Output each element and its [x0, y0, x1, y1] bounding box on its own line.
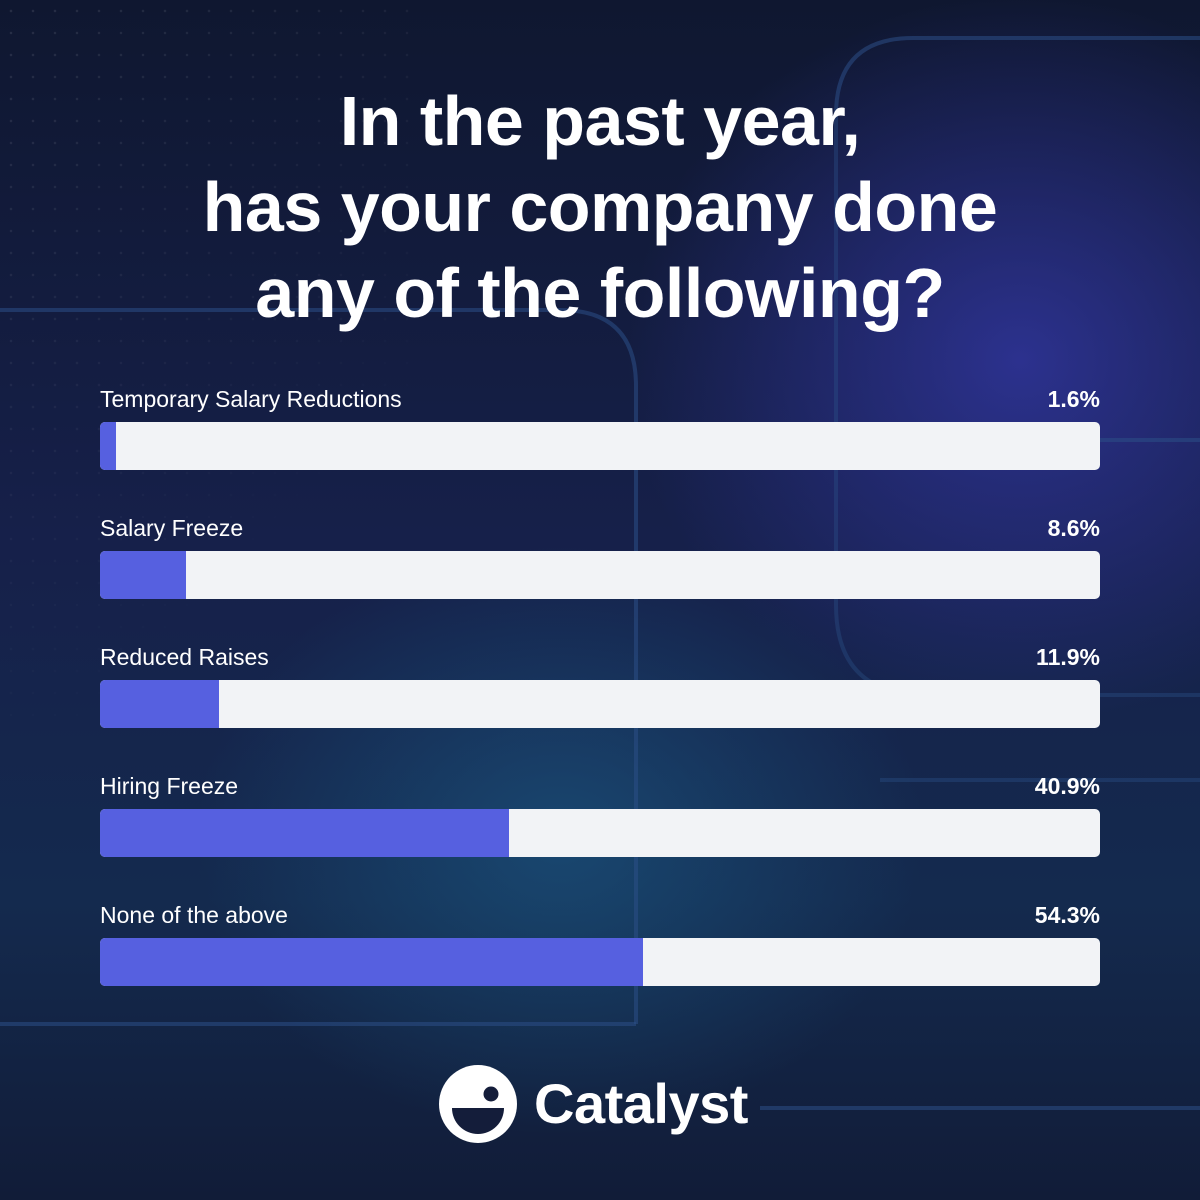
bar-label: Temporary Salary Reductions: [100, 386, 402, 412]
title-line-2: has your company done: [202, 168, 998, 246]
bar-fill: [100, 809, 509, 857]
chart-title: In the past year, has your company done …: [100, 78, 1100, 336]
catalyst-face-icon: [439, 1065, 517, 1143]
bar-row: None of the above 54.3%: [100, 896, 1100, 986]
bar-track: [100, 938, 1100, 986]
bar-chart: Temporary Salary Reductions 1.6% Salary Fr…: [100, 380, 1100, 1025]
bar-label: None of the above: [100, 902, 288, 928]
bar-value-label: 54.3%: [1034, 902, 1100, 928]
bar-value-label: 1.6%: [1047, 386, 1100, 412]
bar-label: Salary Freeze: [100, 515, 244, 541]
logo-wordmark: Catalyst: [534, 1072, 748, 1135]
bar-track: [100, 551, 1100, 599]
bar-row: Salary Freeze 8.6%: [100, 509, 1100, 599]
bar-track: [100, 680, 1100, 728]
bar-fill: [100, 938, 643, 986]
bar-value-label: 40.9%: [1034, 773, 1100, 799]
bar-value-label: 11.9%: [1036, 644, 1100, 670]
title-line-3: any of the following?: [255, 254, 945, 332]
catalyst-logo: Catalyst: [438, 1064, 748, 1144]
bar-fill: [100, 680, 219, 728]
bar-label: Hiring Freeze: [100, 773, 239, 799]
bar-fill: [100, 551, 186, 599]
bar-label: Reduced Raises: [100, 644, 269, 670]
bar-row: Temporary Salary Reductions 1.6%: [100, 380, 1100, 470]
bar-track: [100, 422, 1100, 470]
bar-row: Reduced Raises 11.9%: [100, 638, 1100, 728]
bar-value-label: 8.6%: [1047, 515, 1100, 541]
title-line-1: In the past year,: [339, 82, 861, 160]
bar-row: Hiring Freeze 40.9%: [100, 767, 1100, 857]
bar-fill: [100, 422, 116, 470]
dot-pattern: [0, 0, 420, 720]
bar-track: [100, 809, 1100, 857]
